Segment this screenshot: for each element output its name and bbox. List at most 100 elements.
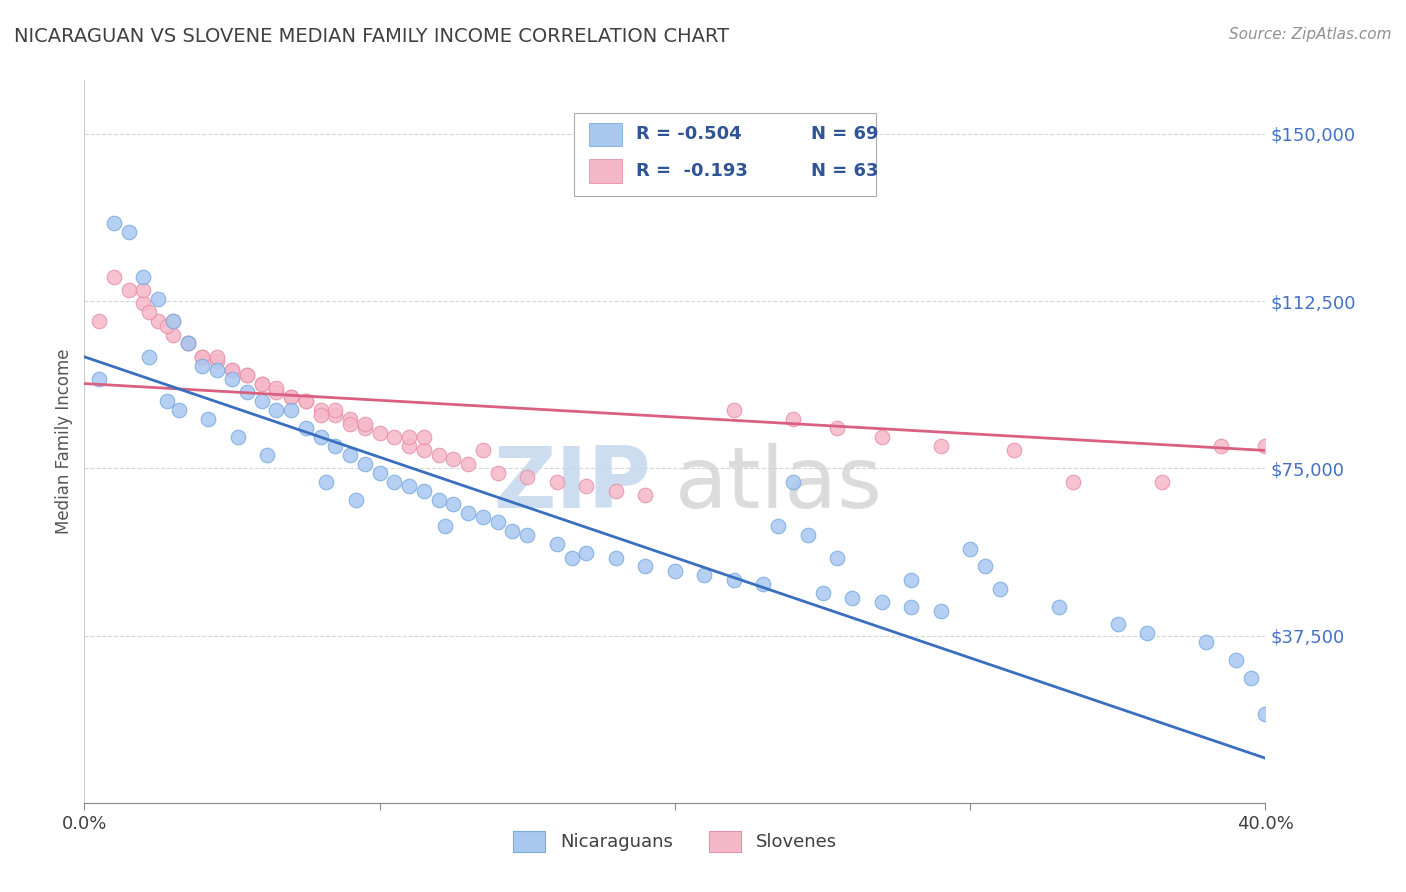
Point <box>236 368 259 382</box>
Point <box>575 479 598 493</box>
Point <box>177 336 200 351</box>
Point <box>413 483 436 498</box>
Point <box>605 483 627 498</box>
Point <box>1107 617 1129 632</box>
Point <box>221 363 243 377</box>
Point <box>118 225 141 239</box>
Point <box>398 479 420 493</box>
Point <box>368 425 391 440</box>
Point <box>1063 475 1085 489</box>
Text: N = 63: N = 63 <box>811 161 879 179</box>
Point <box>472 443 495 458</box>
Point <box>827 421 849 435</box>
Point <box>309 403 332 417</box>
Point <box>575 546 598 560</box>
Point <box>1225 653 1247 667</box>
FancyBboxPatch shape <box>589 159 621 183</box>
Text: ZIP: ZIP <box>494 443 651 526</box>
Point <box>132 269 155 284</box>
Point <box>634 488 657 502</box>
Point <box>443 497 465 511</box>
Point <box>197 412 219 426</box>
Point <box>605 550 627 565</box>
Point <box>295 394 318 409</box>
Point <box>870 430 893 444</box>
Y-axis label: Median Family Income: Median Family Income <box>55 349 73 534</box>
Point <box>384 475 406 489</box>
Point <box>315 475 337 489</box>
Point <box>516 470 538 484</box>
Point <box>280 390 302 404</box>
Point <box>207 354 229 368</box>
Point <box>988 582 1011 596</box>
Point <box>156 318 179 333</box>
Point <box>266 403 288 417</box>
Point <box>797 528 820 542</box>
Point <box>811 586 834 600</box>
Point <box>354 417 377 431</box>
Point <box>309 408 332 422</box>
Point <box>1254 706 1277 721</box>
Point <box>870 595 893 609</box>
Point <box>1136 626 1159 640</box>
Point <box>752 577 775 591</box>
Point <box>177 336 200 351</box>
Point <box>250 394 273 409</box>
Point <box>138 350 160 364</box>
Point <box>413 430 436 444</box>
Point <box>959 541 981 556</box>
Point <box>974 559 997 574</box>
Point <box>132 296 155 310</box>
Point <box>398 430 420 444</box>
Point <box>1047 599 1070 614</box>
Point <box>368 466 391 480</box>
Text: Source: ZipAtlas.com: Source: ZipAtlas.com <box>1229 27 1392 42</box>
Point <box>546 475 568 489</box>
Point <box>427 492 450 507</box>
Point <box>162 314 184 328</box>
Point <box>1254 439 1277 453</box>
Text: atlas: atlas <box>675 443 883 526</box>
Point <box>325 408 347 422</box>
Point <box>427 448 450 462</box>
Point <box>103 269 125 284</box>
Point <box>191 350 214 364</box>
Point <box>250 376 273 391</box>
Point <box>634 559 657 574</box>
Point <box>457 506 479 520</box>
Point <box>502 524 524 538</box>
Point <box>162 327 184 342</box>
Point <box>443 452 465 467</box>
Point <box>148 292 170 306</box>
Text: N = 69: N = 69 <box>811 126 879 144</box>
Point <box>413 443 436 458</box>
Text: R =  -0.193: R = -0.193 <box>636 161 748 179</box>
Point <box>827 550 849 565</box>
Point <box>679 158 702 172</box>
Point <box>354 457 377 471</box>
Point <box>339 417 361 431</box>
Point <box>516 528 538 542</box>
Text: NICARAGUAN VS SLOVENE MEDIAN FAMILY INCOME CORRELATION CHART: NICARAGUAN VS SLOVENE MEDIAN FAMILY INCO… <box>14 27 730 45</box>
Point <box>384 430 406 444</box>
Point <box>693 568 716 582</box>
Point <box>344 492 367 507</box>
Point <box>156 394 179 409</box>
Point <box>207 363 229 377</box>
Point <box>561 550 583 565</box>
Point <box>221 372 243 386</box>
Point <box>280 390 302 404</box>
Point <box>266 381 288 395</box>
Point <box>226 430 249 444</box>
Point <box>118 283 141 297</box>
Point <box>457 457 479 471</box>
Point <box>354 421 377 435</box>
Point <box>723 573 745 587</box>
Point <box>325 439 347 453</box>
Legend: Nicaraguans, Slovenes: Nicaraguans, Slovenes <box>506 823 844 859</box>
Point <box>132 283 155 297</box>
FancyBboxPatch shape <box>589 122 621 146</box>
Point <box>900 573 922 587</box>
Point <box>1195 635 1218 649</box>
Point <box>167 403 190 417</box>
